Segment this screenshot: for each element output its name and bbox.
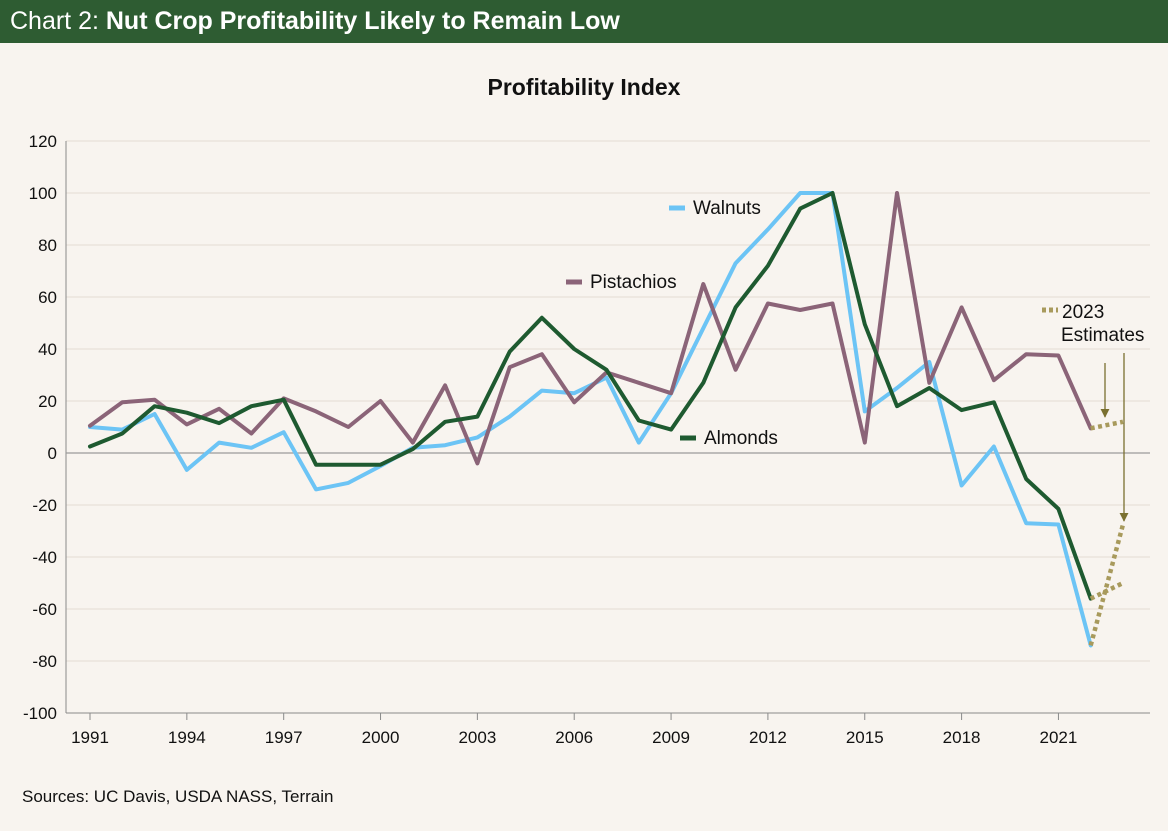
legend-label-pistachios: Pistachios (590, 272, 677, 293)
x-tick-label: 2012 (749, 728, 787, 747)
chart-number: Chart 2: (10, 7, 106, 35)
y-tick-label: -100 (23, 704, 57, 723)
x-tick-label: 2003 (458, 728, 496, 747)
x-tick-label: 2021 (1040, 728, 1078, 747)
series-line-pistachios (88, 191, 1093, 466)
legend-item-almonds: Almonds (680, 428, 778, 449)
y-tick-label: -80 (32, 652, 57, 671)
series-line-walnuts (88, 191, 1093, 648)
profitability-line-chart: Profitability Index 120 100 80 60 40 20 0 -20 -40… (23, 74, 1150, 747)
x-tick-label: 2000 (362, 728, 400, 747)
legend-label-almonds: Almonds (704, 428, 778, 449)
y-tick-label: 100 (29, 184, 57, 203)
chart-title: Profitability Index (488, 74, 681, 100)
x-tick-label: 2009 (652, 728, 690, 747)
legend-label-estimates-line1: 2023 (1062, 302, 1104, 323)
x-tick-label: 2006 (555, 728, 593, 747)
y-tick-label: 80 (38, 236, 57, 255)
y-tick-label: 120 (29, 132, 57, 151)
estimate-line-walnuts (1088, 523, 1126, 646)
y-tick-label: 20 (38, 392, 57, 411)
estimate-line-pistachios (1090, 419, 1124, 431)
y-tick-label: 0 (48, 444, 57, 463)
x-tick-label: 2015 (846, 728, 884, 747)
legend-label-walnuts: Walnuts (693, 198, 761, 219)
legend-item-walnuts: Walnuts (669, 198, 761, 219)
chart-header: Chart 2: Nut Crop Profitability Likely t… (0, 0, 1168, 43)
estimate-line-almonds (1089, 580, 1124, 601)
chart-headline: Nut Crop Profitability Likely to Remain … (105, 7, 620, 35)
legend-label-estimates-line2: Estimates (1061, 325, 1144, 346)
x-tick-label: 1991 (71, 728, 109, 747)
x-tick-label: 1997 (265, 728, 303, 747)
series-line-almonds (88, 191, 1093, 601)
source-note: Sources: UC Davis, USDA NASS, Terrain (22, 787, 334, 806)
y-tick-label: -20 (32, 496, 57, 515)
x-tick-label: 1994 (168, 728, 206, 747)
y-tick-label: 40 (38, 340, 57, 359)
y-tick-label: -60 (32, 600, 57, 619)
y-tick-label: -40 (32, 548, 57, 567)
legend-item-pistachios: Pistachios (566, 272, 677, 293)
y-tick-label: 60 (38, 288, 57, 307)
x-tick-label: 2018 (943, 728, 981, 747)
